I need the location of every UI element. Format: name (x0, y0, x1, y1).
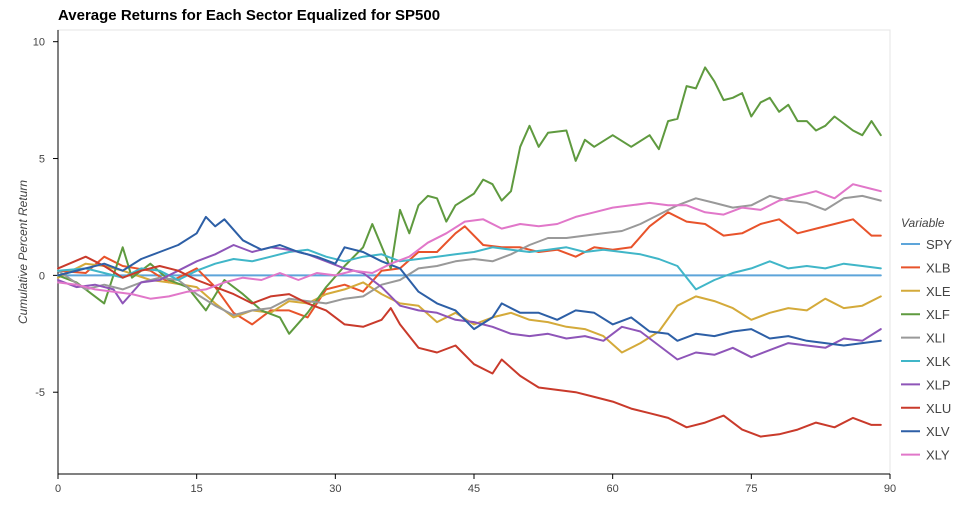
series-line-xle (57, 262, 882, 354)
x-tick-label: 15 (191, 483, 203, 495)
series-lines (57, 66, 882, 438)
x-tick-label: 0 (55, 483, 61, 495)
chart-title: Average Returns for Each Sector Equalize… (58, 7, 440, 24)
legend-label-xli: XLI (926, 331, 946, 346)
legend-label-xly: XLY (926, 448, 950, 463)
series-line-xli (57, 194, 882, 317)
y-axis-label: Cumulative Percent Return (16, 180, 30, 324)
y-tick-label: 10 (33, 37, 45, 49)
x-tick-label: 60 (607, 483, 619, 495)
legend: Variable SPY XLB XLE XLF XLI XLK XLP XLU XLV XLY (901, 216, 952, 463)
y-tick-label: 5 (39, 154, 45, 166)
x-tick-label: 90 (884, 483, 896, 495)
x-tick-label: 75 (745, 483, 757, 495)
legend-label-xlu: XLU (926, 401, 951, 416)
series-line-xlv (57, 215, 882, 347)
series-line-xlb (57, 211, 882, 326)
legend-label-xlb: XLB (926, 260, 951, 275)
series-line-xlf (57, 66, 882, 335)
legend-label-xle: XLE (926, 284, 951, 299)
legend-label-xlp: XLP (926, 377, 951, 392)
legend-label-spy: SPY (926, 237, 952, 252)
y-tick-label: 0 (39, 270, 45, 282)
series-line-xlu (57, 255, 882, 438)
legend-label-xlv: XLV (926, 424, 950, 439)
series-line-xly (57, 183, 882, 300)
legend-title: Variable (901, 216, 945, 230)
y-tick-label: -5 (35, 387, 45, 399)
series-line-xlk (57, 246, 882, 291)
legend-label-xlk: XLK (926, 354, 951, 369)
series-line-xlp (57, 244, 882, 361)
legend-label-xlf: XLF (926, 307, 950, 322)
x-tick-label: 30 (329, 483, 341, 495)
x-tick-label: 45 (468, 483, 480, 495)
